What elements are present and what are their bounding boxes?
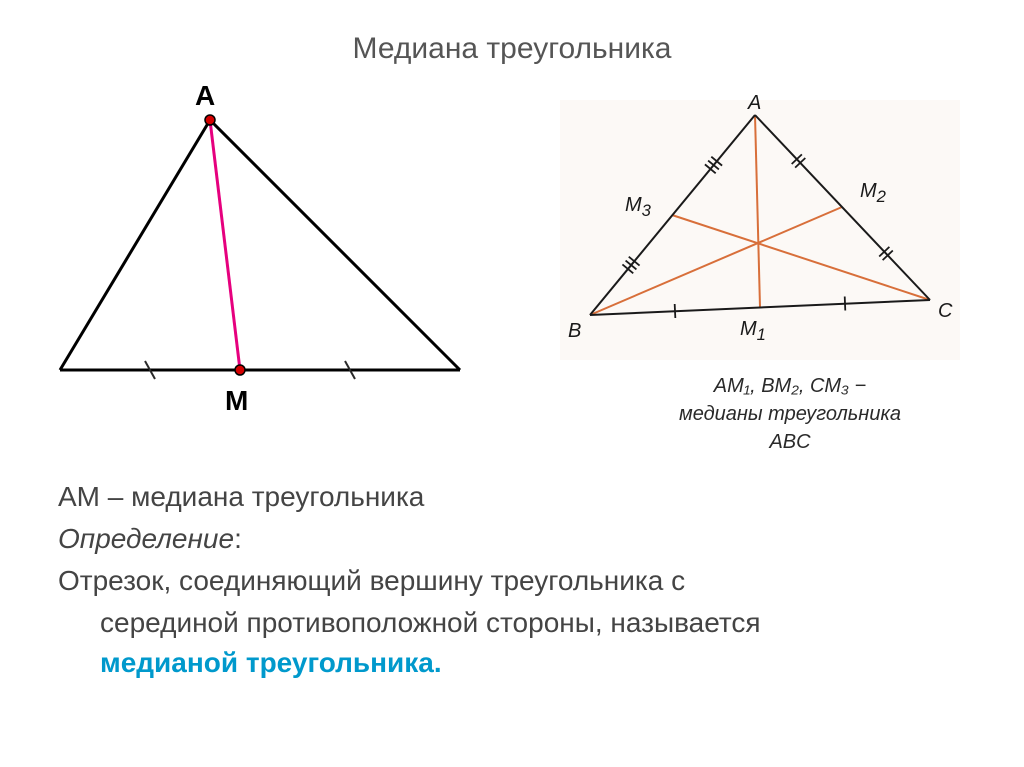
right-label-M1: M1 xyxy=(740,318,766,345)
right-label-A: A xyxy=(748,92,761,115)
page-title: Медиана треугольника xyxy=(0,32,1024,66)
right-caption: AM₁, BM₂, CM₃ − медианы треугольника ABC xyxy=(630,372,950,456)
right-label-M3: M3 xyxy=(625,194,651,221)
body-line-1: AM – медиана треугольника xyxy=(58,478,958,516)
right-label-M2: M2 xyxy=(860,180,886,207)
body-line-4: серединой противоположной стороны, назыв… xyxy=(100,604,1000,642)
body-line-2: Определение: xyxy=(58,520,958,558)
left-label-M: M xyxy=(225,385,248,417)
body-line-5: медианой треугольника. xyxy=(100,644,1000,682)
right-label-C: C xyxy=(938,300,952,323)
left-triangle-median xyxy=(50,110,480,385)
body-line-3: Отрезок, соединяющий вершину треугольник… xyxy=(58,562,958,600)
right-label-B: B xyxy=(568,320,581,343)
left-label-A: A xyxy=(195,80,215,112)
